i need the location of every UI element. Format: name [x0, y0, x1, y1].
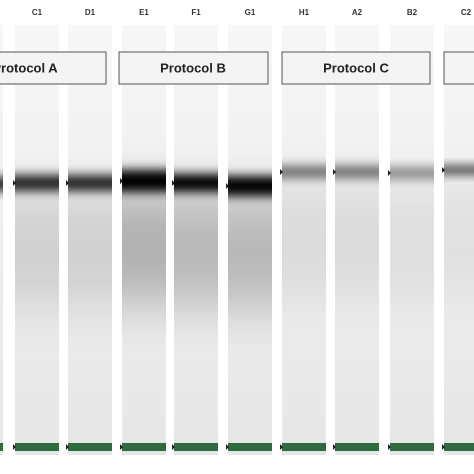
band — [228, 176, 272, 196]
marker-arrow — [172, 444, 175, 450]
protocol-label: Protocol A — [0, 60, 58, 75]
lane-label: H1 — [299, 8, 310, 17]
band — [122, 170, 166, 192]
band-arrow — [280, 169, 283, 175]
protocol-box — [0, 51, 107, 85]
protocol-box — [281, 51, 431, 85]
lane — [0, 25, 3, 455]
band — [68, 175, 112, 191]
lane-label: F1 — [191, 8, 201, 17]
lane-label: D1 — [85, 8, 96, 17]
smear — [335, 182, 379, 292]
lane-label: A2 — [352, 8, 363, 17]
band — [0, 177, 3, 191]
smear — [282, 182, 326, 292]
marker-arrow — [442, 444, 445, 450]
band-arrow — [120, 178, 123, 184]
band-arrow — [442, 167, 445, 173]
smear — [68, 193, 112, 303]
band — [174, 174, 218, 192]
marker-arrow — [226, 444, 229, 450]
marker-band — [335, 443, 379, 451]
protocol-label: Protocol B — [160, 60, 226, 75]
marker-arrow — [388, 444, 391, 450]
lane-label: C1 — [32, 8, 43, 17]
lanes — [0, 25, 474, 455]
band-arrow — [388, 170, 391, 176]
smear — [444, 180, 474, 290]
marker-arrow — [333, 444, 336, 450]
marker-arrow — [13, 444, 16, 450]
lane-label: E1 — [139, 8, 149, 17]
smear — [390, 183, 434, 293]
marker-band — [444, 443, 474, 451]
protocol-box — [118, 51, 269, 85]
marker-band — [15, 443, 59, 451]
marker-band — [390, 443, 434, 451]
smear — [15, 193, 59, 303]
protocol-box — [443, 51, 474, 85]
marker-band — [228, 443, 272, 451]
smear — [228, 196, 272, 306]
marker-arrow — [280, 444, 283, 450]
band — [390, 167, 434, 179]
marker-arrow — [66, 444, 69, 450]
band — [15, 175, 59, 191]
protocol-label: Protocol C — [323, 60, 389, 75]
marker-band — [174, 443, 218, 451]
lane-label: B2 — [407, 8, 418, 17]
band-arrow — [333, 169, 336, 175]
smear — [174, 193, 218, 303]
band-arrow — [172, 180, 175, 186]
band-arrow — [226, 183, 229, 189]
marker-arrow — [120, 444, 123, 450]
marker-band — [68, 443, 112, 451]
marker-band — [0, 443, 3, 451]
band-arrow — [13, 180, 16, 186]
band-arrow — [66, 180, 69, 186]
band — [444, 166, 474, 174]
smear — [122, 191, 166, 301]
marker-band — [122, 443, 166, 451]
lane-label: C2 — [461, 8, 472, 17]
protocol-boxes: Protocol A Protocol B Protocol C — [0, 51, 474, 85]
band — [335, 166, 379, 178]
lane-label: G1 — [245, 8, 256, 17]
marker-band — [282, 443, 326, 451]
band — [282, 166, 326, 178]
